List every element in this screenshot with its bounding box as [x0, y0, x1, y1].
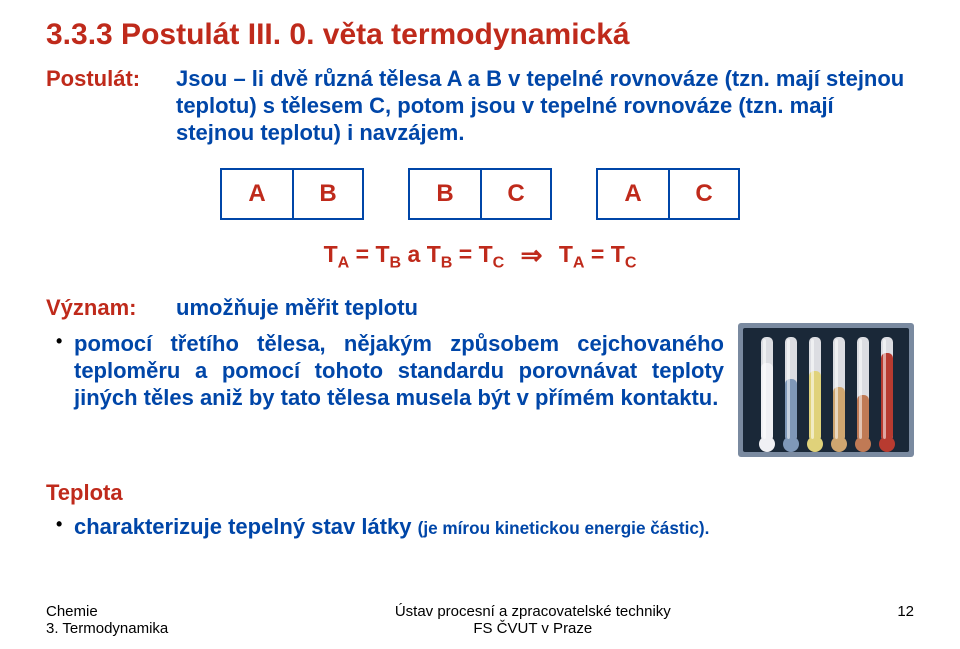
footer-center-2: FS ČVUT v Praze: [395, 620, 671, 637]
footer-left-1: Chemie: [46, 603, 168, 620]
thermometer-image: [738, 323, 914, 462]
box-b2: B: [410, 170, 480, 218]
box-c1: C: [480, 170, 550, 218]
vyznam-text: umožňuje měřit teplotu: [176, 295, 418, 321]
bullet-2: charakterizuje tepelný stav látky (je mí…: [56, 514, 914, 541]
postulat-text: Jsou – li dvě různá tělesa A a B v tepel…: [176, 66, 914, 146]
box-a1: A: [222, 170, 292, 218]
vyznam-label: Význam:: [46, 295, 176, 321]
bullet-1: pomocí třetího tělesa, nějakým způsobem …: [56, 331, 724, 411]
equilibrium-boxes: A B B C A C: [46, 168, 914, 220]
page-number: 12: [897, 603, 914, 637]
box-b1: B: [292, 170, 362, 218]
footer-center-1: Ústav procesní a zpracovatelské techniky: [395, 603, 671, 620]
footer: Chemie 3. Termodynamika Ústav procesní a…: [46, 603, 914, 637]
footer-left-2: 3. Termodynamika: [46, 620, 168, 637]
teplota-heading: Teplota: [46, 480, 914, 506]
box-a2: A: [598, 170, 668, 218]
implies-arrow: ⇒: [511, 240, 553, 271]
box-c2: C: [668, 170, 738, 218]
equation: TA = TB a TB = TC ⇒ TA = TC: [46, 238, 914, 273]
postulat-label: Postulát:: [46, 66, 176, 146]
section-title: 3.3.3 Postulát III. 0. věta termodynamic…: [46, 18, 914, 52]
